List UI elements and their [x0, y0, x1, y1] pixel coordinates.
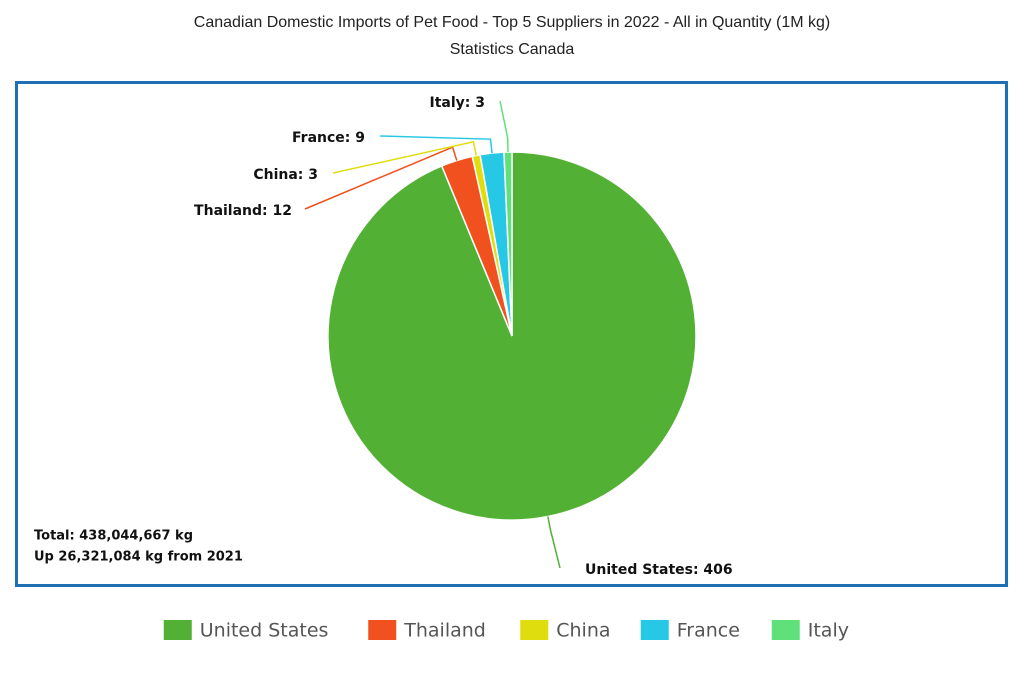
legend-label: France: [677, 620, 740, 642]
leader-line: [499, 100, 509, 153]
data-label: China: 3: [253, 167, 318, 183]
annotation: Up 26,321,084 kg from 2021: [34, 550, 243, 565]
legend-label: Italy: [808, 620, 849, 642]
legend-label: United States: [200, 620, 329, 642]
leader-line: [547, 516, 561, 569]
data-label: Italy: 3: [430, 95, 486, 111]
leader-line: [379, 135, 493, 154]
legend-swatch: [520, 620, 549, 640]
leader-line: [332, 140, 477, 174]
legend-swatch: [163, 620, 192, 640]
chart-subtitle: Statistics Canada: [450, 41, 575, 58]
legend-label: China: [556, 620, 610, 642]
chart-title: Canadian Domestic Imports of Pet Food - …: [194, 14, 830, 31]
data-label: France: 9: [292, 130, 365, 146]
legend-swatch: [368, 620, 397, 640]
data-label: United States: 406: [585, 562, 733, 578]
plot-frame: [15, 81, 1008, 587]
legend-swatch: [640, 620, 669, 640]
legend-label: Thailand: [403, 620, 486, 642]
legend-swatch: [771, 620, 800, 640]
data-label: Thailand: 12: [194, 203, 292, 219]
annotation: Total: 438,044,667 kg: [34, 529, 193, 544]
